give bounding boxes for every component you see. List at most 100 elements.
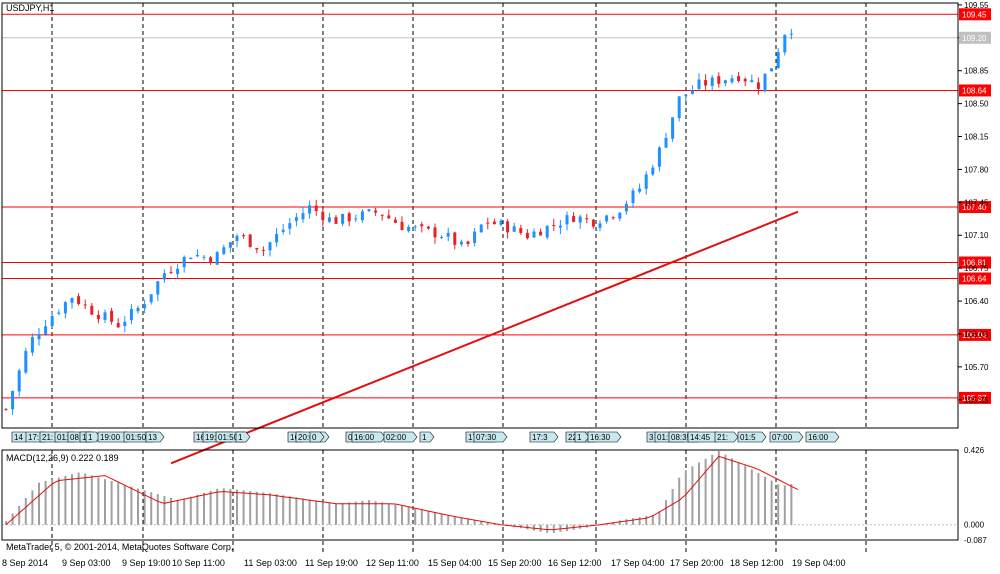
candle-body (176, 268, 180, 275)
candle-body (242, 235, 246, 237)
event-marker[interactable] (714, 431, 739, 443)
level-price-tag (959, 391, 991, 404)
time-axis-label: 11 Sep 03:00 (244, 558, 297, 568)
event-marker[interactable] (574, 431, 590, 443)
event-marker-label: 07:00 (772, 433, 793, 442)
candle-body (539, 231, 543, 236)
candle-body (446, 232, 450, 237)
event-marker-label: 21: (717, 433, 728, 442)
candle-body (440, 237, 444, 239)
event-marker-label: 14 (14, 433, 23, 442)
candle-body (4, 408, 8, 410)
event-marker[interactable] (473, 431, 508, 443)
level-price-tag (959, 272, 991, 285)
price-axis-label: 105.70 (964, 363, 989, 372)
candle-body (367, 209, 371, 212)
time-axis-label: 19 Sep 04:00 (792, 558, 846, 568)
candle-body (103, 312, 107, 320)
candle-body (255, 247, 259, 250)
event-marker-label: 08:35 (671, 433, 692, 442)
candle-body (202, 256, 206, 258)
level-price-label: 106.64 (962, 274, 987, 283)
event-markers[interactable]: 14 17: 21: 01: 08:31 1 19:00 01:50 13 16 19:0001:5… (11, 431, 840, 443)
candle-body (618, 212, 622, 219)
candle-body (624, 203, 628, 212)
event-marker[interactable] (351, 431, 386, 443)
candle-body (598, 223, 602, 228)
level-price-tag (959, 84, 991, 97)
candle-body (565, 215, 569, 225)
event-marker-label: 01:50 (126, 433, 147, 442)
event-marker[interactable] (737, 431, 767, 443)
candle-body (83, 304, 87, 306)
macd-axis-label: 0.000 (964, 521, 985, 530)
candle-body (473, 231, 477, 243)
level-price-tag (959, 8, 991, 21)
candle-body (407, 226, 411, 232)
event-marker[interactable] (235, 431, 251, 443)
event-marker-label: 17:3 (532, 433, 548, 442)
event-marker[interactable] (419, 431, 435, 443)
candle-body (743, 78, 747, 82)
candle-body (308, 205, 312, 214)
price-panel-frame (1, 2, 959, 429)
candle-body (638, 188, 642, 192)
price-axis-label: 107.45 (964, 198, 989, 207)
candle-body (235, 235, 239, 242)
event-marker-label: 20:00 (298, 433, 319, 442)
indicator-label: MACD(12,26,9) 0.222 0.189 (6, 453, 119, 463)
horizontal-levels[interactable]: 109.45 108.64 107.40 106.81 106.64 106.04 105.… (2, 8, 991, 404)
macd-signal-line (5, 455, 799, 531)
candle-body (24, 351, 28, 373)
price-axis-label: 106.75 (964, 264, 989, 273)
candle-body (294, 217, 298, 221)
candle-body (341, 213, 345, 224)
macd-axis-label: 0.426 (964, 446, 985, 455)
candle-body (228, 242, 232, 248)
event-marker[interactable] (309, 431, 325, 443)
level-price-label: 105.37 (962, 394, 987, 403)
current-price-label: 109.20 (962, 34, 987, 43)
time-axis-label: 17 Sep 20:00 (670, 558, 724, 568)
event-marker[interactable] (587, 431, 622, 443)
event-marker[interactable] (529, 431, 559, 443)
event-marker[interactable] (805, 431, 840, 443)
candle-body (116, 322, 120, 328)
level-price-label: 107.40 (962, 203, 987, 212)
event-marker[interactable] (769, 431, 804, 443)
event-marker-label: 17: (28, 433, 39, 442)
level-price-tag (959, 328, 991, 341)
level-price-tag (959, 201, 991, 214)
candle-body (17, 370, 21, 392)
candle-body (275, 234, 279, 243)
candle-body (50, 316, 54, 327)
candle-body (671, 117, 675, 139)
candle-body (717, 76, 721, 84)
event-marker-label: 1 (88, 433, 93, 442)
candle-body (360, 211, 364, 221)
candle-body (215, 252, 219, 265)
candle-body (605, 215, 609, 222)
candle-body (611, 217, 615, 219)
candle-body (572, 216, 576, 222)
event-marker-label: 02:00 (386, 433, 407, 442)
event-marker-label: 1 (238, 433, 243, 442)
price-axis-label: 108.15 (964, 133, 989, 142)
price-axis-label: 107.80 (964, 165, 989, 174)
event-marker-label: 13 (148, 433, 157, 442)
candle-body (730, 78, 734, 83)
candle-body (558, 225, 562, 228)
candle-body (195, 254, 199, 257)
candle-body (756, 82, 760, 89)
event-marker[interactable] (383, 431, 418, 443)
event-marker-label: 0 (312, 433, 317, 442)
price-axis-label: 105.35 (964, 396, 989, 405)
time-axis-label: 16 Sep 12:00 (548, 558, 602, 568)
candle-body (37, 334, 41, 340)
event-marker[interactable] (145, 431, 165, 443)
candle-body (96, 314, 100, 320)
candle-body (70, 298, 74, 303)
candle-body (631, 190, 635, 203)
